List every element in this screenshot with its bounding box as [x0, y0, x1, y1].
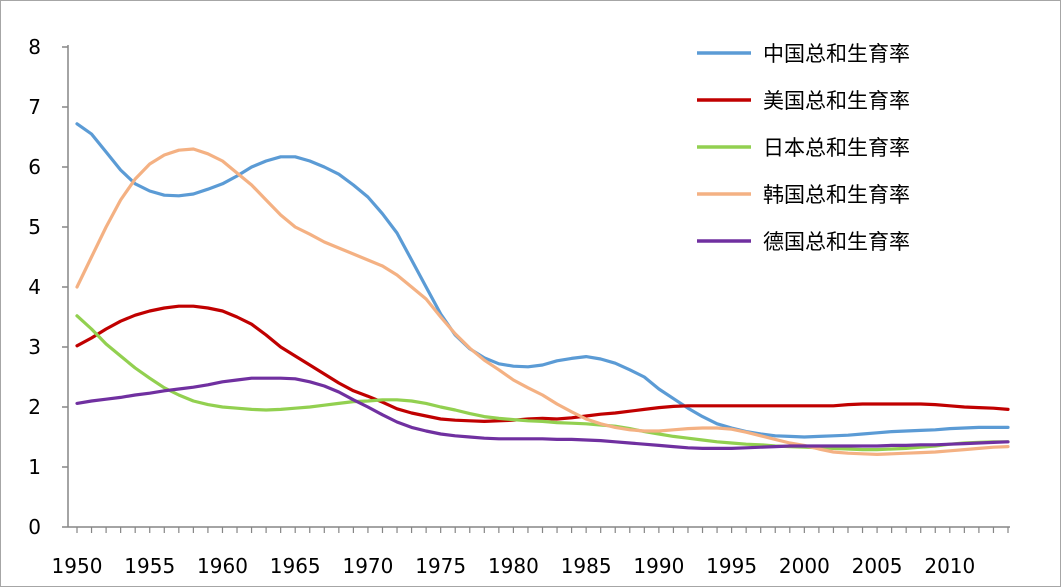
series-line-1	[75, 304, 1010, 423]
y-tick-label: 0	[28, 515, 41, 539]
series-line-3	[75, 147, 1010, 456]
x-tick-label: 2010	[924, 554, 975, 578]
y-tick-label: 2	[28, 395, 41, 419]
x-tick-label: 1985	[561, 554, 612, 578]
x-tick-label: 1970	[342, 554, 393, 578]
series-line-2	[75, 314, 1010, 452]
series-line-0	[75, 122, 1010, 439]
y-tick-label: 5	[28, 215, 41, 239]
x-tick-label: 1990	[633, 554, 684, 578]
x-tick-label: 1960	[197, 554, 248, 578]
y-tick-label: 7	[28, 95, 41, 119]
legend-label-3: 韩国总和生育率	[763, 183, 910, 207]
legend-label-2: 日本总和生育率	[763, 136, 910, 160]
y-tick-label: 8	[28, 35, 41, 59]
x-tick-label: 2005	[852, 554, 903, 578]
x-tick-label: 1975	[415, 554, 466, 578]
y-tick-label: 4	[28, 275, 41, 299]
x-tick-label: 2000	[779, 554, 830, 578]
series-line-4	[75, 376, 1010, 450]
x-tick-label: 1965	[270, 554, 321, 578]
legend-label-4: 德国总和生育率	[763, 230, 910, 254]
y-tick-label: 6	[28, 155, 41, 179]
legend-label-1: 美国总和生育率	[763, 89, 910, 113]
x-tick-label: 1955	[124, 554, 175, 578]
legend-label-0: 中国总和生育率	[763, 42, 910, 66]
y-tick-label: 1	[28, 455, 41, 479]
x-tick-label: 1995	[706, 554, 757, 578]
y-tick-label: 3	[28, 335, 41, 359]
x-tick-label: 1950	[52, 554, 103, 578]
x-tick-label: 1980	[488, 554, 539, 578]
